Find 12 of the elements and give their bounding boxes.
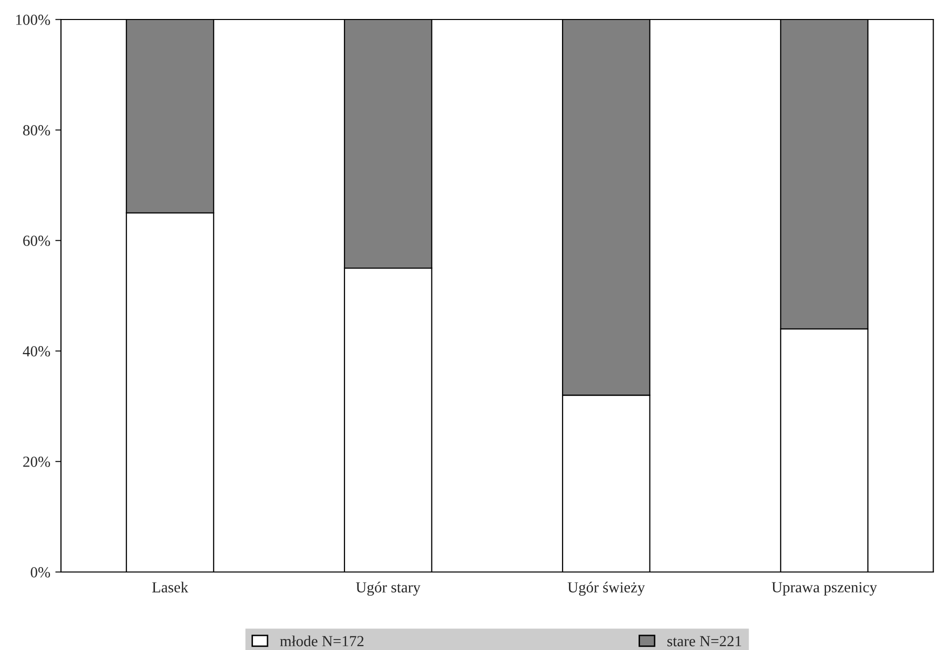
y-tick-label: 20% [23, 456, 50, 467]
y-tick-label: 40% [22, 346, 50, 356]
y-tick-label: 100% [16, 14, 50, 25]
y-tick-label: 60% [23, 236, 50, 246]
y-tick-label: 80% [23, 125, 50, 136]
x-tick-label: Ugór świeży [568, 582, 645, 596]
legend-label: młode N=172 [280, 636, 364, 646]
x-tick-label: Ugór stary [356, 582, 420, 596]
x-tick-label: Uprawa pszenicy [772, 582, 878, 596]
y-tick-label: 0% [30, 567, 50, 578]
x-tick-label: Lasek [152, 582, 188, 592]
legend-label: stare N=221 [667, 636, 742, 646]
